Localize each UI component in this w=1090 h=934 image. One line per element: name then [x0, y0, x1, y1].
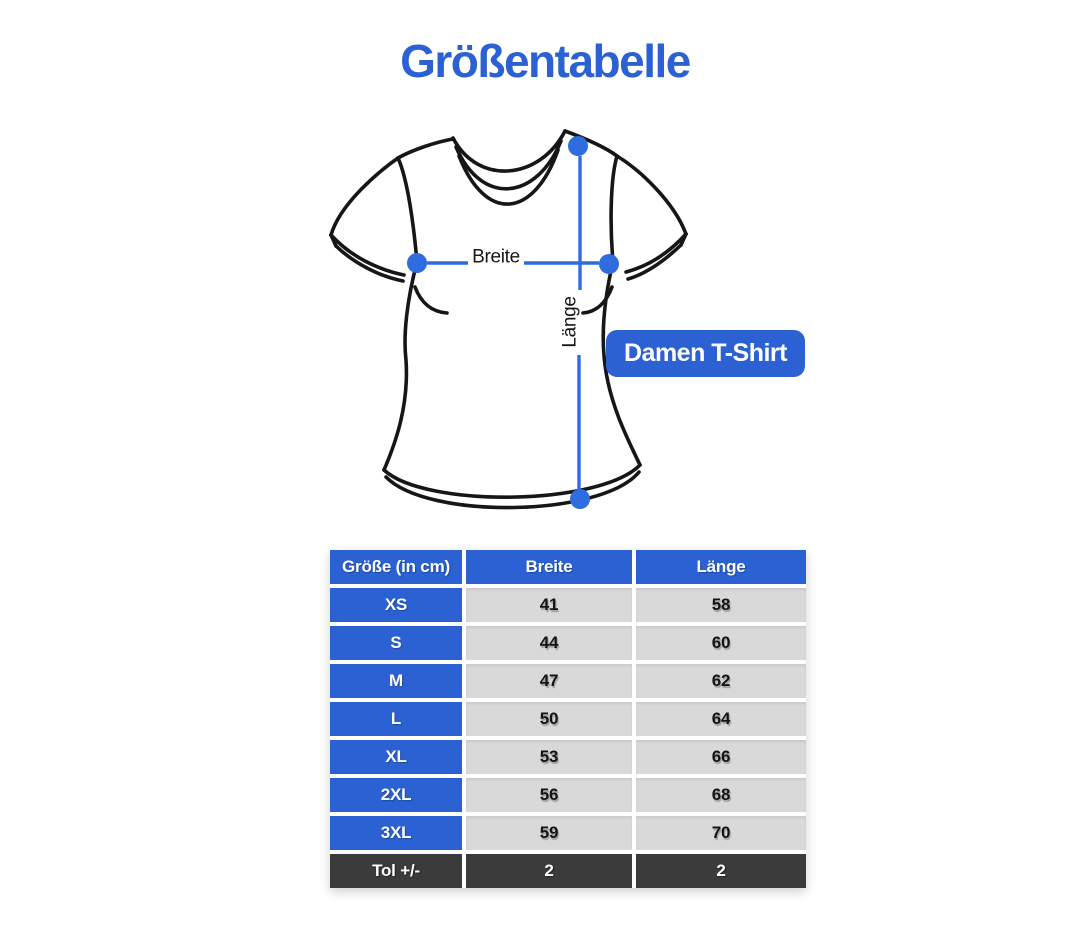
- collar-mid-line: [454, 139, 563, 191]
- width-label: Breite: [472, 247, 520, 268]
- left-cuff-inner-line: [334, 244, 405, 283]
- breite-value-xl: 53: [466, 740, 632, 774]
- collar-outer-line: [451, 129, 567, 173]
- tolerance-laenge-value: 2: [636, 854, 806, 888]
- size-label-m: M: [330, 664, 462, 698]
- breite-value-s: 44: [466, 626, 632, 660]
- tolerance-label: Tol +/-: [330, 854, 462, 888]
- width-left-dot: [407, 253, 427, 273]
- left-body-side: [382, 260, 419, 472]
- size-label-xl: XL: [330, 740, 462, 774]
- laenge-value-xs: 58: [636, 588, 806, 622]
- breite-value-2xl: 56: [466, 778, 632, 812]
- right-sleeve-outer: [615, 154, 688, 236]
- page-title: Größentabelle: [400, 35, 691, 87]
- laenge-value-xl: 66: [636, 740, 806, 774]
- collar-inner-line: [457, 148, 560, 206]
- breite-value-xs: 41: [466, 588, 632, 622]
- breite-value-m: 47: [466, 664, 632, 698]
- left-sleeve-outer: [329, 156, 400, 237]
- size-label-xs: XS: [330, 588, 462, 622]
- width-right-dot: [599, 254, 619, 274]
- right-armhole-seam: [609, 154, 619, 264]
- laenge-value-s: 60: [636, 626, 806, 660]
- laenge-value-3xl: 70: [636, 816, 806, 850]
- tshirt-drawing: [329, 129, 688, 510]
- hem-inner-line: [384, 470, 641, 510]
- product-badge-label: Damen T-Shirt: [624, 339, 787, 367]
- tolerance-breite-value: 2: [466, 854, 632, 888]
- length-top-dot: [568, 136, 588, 156]
- measurement-lines: Breite Länge: [407, 136, 619, 509]
- length-bottom-dot: [570, 489, 590, 509]
- laenge-value-2xl: 68: [636, 778, 806, 812]
- laenge-value-l: 64: [636, 702, 806, 736]
- col-header-size: Größe (in cm): [330, 550, 462, 584]
- left-armhole-seam: [396, 156, 419, 264]
- size-table: Größe (in cm) Breite Länge XS 41 58 S 44…: [330, 550, 806, 888]
- size-label-l: L: [330, 702, 462, 736]
- left-cuff-outer-line: [329, 233, 406, 277]
- breite-value-l: 50: [466, 702, 632, 736]
- hem-outer-line: [382, 463, 642, 499]
- size-label-s: S: [330, 626, 462, 660]
- left-shoulder-line: [396, 137, 455, 160]
- size-label-3xl: 3XL: [330, 816, 462, 850]
- breite-value-3xl: 59: [466, 816, 632, 850]
- left-bust-curve: [413, 285, 449, 315]
- right-bust-curve: [581, 285, 614, 315]
- right-shoulder-line: [563, 129, 619, 158]
- col-header-laenge: Länge: [636, 550, 806, 584]
- right-cuff-inner-line: [626, 243, 683, 281]
- laenge-value-m: 62: [636, 664, 806, 698]
- right-cuff-outer-line: [624, 232, 688, 274]
- size-label-2xl: 2XL: [330, 778, 462, 812]
- col-header-breite: Breite: [466, 550, 632, 584]
- product-badge: Damen T-Shirt: [606, 330, 805, 377]
- length-label: Länge: [560, 296, 581, 347]
